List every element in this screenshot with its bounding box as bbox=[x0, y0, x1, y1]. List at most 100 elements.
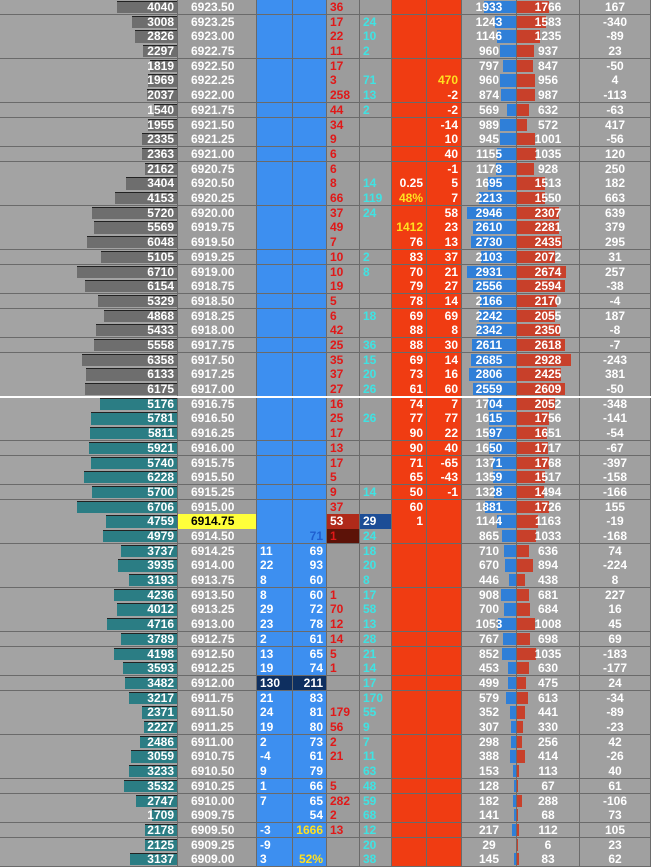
sell-trades-cell: 36 bbox=[327, 0, 360, 16]
sell-trades-value: 3 bbox=[330, 73, 337, 88]
ask-volume-bar bbox=[517, 485, 545, 499]
delta-cell: -26 bbox=[580, 749, 651, 765]
ask-size-cell: 14 bbox=[427, 293, 462, 310]
bid-volume-bar bbox=[498, 618, 516, 631]
price-value: 6915.00 bbox=[191, 499, 235, 514]
ask-size-cell: 58 bbox=[427, 205, 462, 221]
bid-depth-cell bbox=[293, 0, 327, 16]
ask-depth-cell bbox=[392, 793, 427, 809]
profile-bar bbox=[99, 397, 177, 410]
profile-bar bbox=[120, 632, 177, 646]
price-value: 6921.50 bbox=[191, 117, 235, 132]
price-cell: 6917.50 bbox=[178, 352, 257, 368]
ask-depth-value: 90 bbox=[409, 426, 423, 441]
volume-profile-cell: 4040 bbox=[0, 0, 178, 16]
delta-value: -183 bbox=[602, 646, 628, 661]
bid-depth-value: 73 bbox=[309, 734, 323, 749]
bid-volume-bar bbox=[476, 324, 516, 337]
delta-value: -158 bbox=[602, 470, 628, 485]
bid-depth-cell: 93 bbox=[293, 558, 327, 574]
bid-depth-value: 83 bbox=[309, 690, 323, 705]
ask-depth-cell: 1412 bbox=[392, 220, 427, 236]
bid-volume-cell: 1615 bbox=[462, 411, 517, 427]
ask-volume-bar bbox=[517, 368, 562, 381]
price-cell: 6909.00 bbox=[178, 852, 257, 867]
bid-volume-cell: 797 bbox=[462, 58, 517, 74]
ask-volume-cell: 113 bbox=[517, 764, 580, 780]
delta-value: -113 bbox=[603, 88, 627, 103]
sell-trades-value: 34 bbox=[330, 117, 344, 132]
bid-size-cell bbox=[257, 249, 293, 265]
price-cell: 6919.00 bbox=[178, 264, 257, 280]
delta-cell: 40 bbox=[580, 764, 651, 780]
ask-depth-cell: 71 bbox=[392, 455, 427, 471]
delta-value: -141 bbox=[602, 411, 628, 426]
bid-volume-cell: 446 bbox=[462, 573, 517, 589]
sell-trades-value: 13 bbox=[330, 440, 344, 455]
delta-cell: -141 bbox=[580, 411, 651, 427]
sell-trades-value: 10 bbox=[330, 264, 344, 279]
profile-bar bbox=[90, 412, 177, 425]
volume-profile-cell: 5433 bbox=[0, 323, 178, 339]
ask-depth-value: 50 bbox=[409, 484, 423, 499]
buy-trades-cell: 24 bbox=[360, 529, 392, 545]
price-value: 6922.25 bbox=[191, 73, 235, 88]
bid-size-value: -3 bbox=[260, 822, 271, 837]
volume-profile-value: 5558 bbox=[147, 337, 174, 352]
price-value: 6909.50 bbox=[191, 822, 235, 837]
ask-volume-cell: 698 bbox=[517, 631, 580, 648]
bid-volume-value: 989 bbox=[478, 117, 500, 132]
delta-value: -26 bbox=[606, 749, 624, 764]
buy-trades-value: 2 bbox=[363, 102, 370, 117]
profile-bar bbox=[100, 250, 177, 263]
profile-bar bbox=[91, 456, 177, 469]
bid-depth-cell: 66 bbox=[293, 778, 327, 795]
ask-volume-bar bbox=[517, 765, 520, 778]
ask-volume-value: 2072 bbox=[534, 249, 562, 264]
sell-trades-value: 179 bbox=[330, 705, 351, 720]
bid-depth-cell bbox=[293, 102, 327, 119]
buy-trades-value: 18 bbox=[363, 308, 377, 323]
bid-depth-cell bbox=[293, 249, 327, 265]
ask-volume-bar bbox=[517, 779, 519, 793]
bid-size-cell: 8 bbox=[257, 587, 293, 603]
sell-trades-value: 11 bbox=[330, 44, 343, 59]
sell-trades-value: 17 bbox=[330, 58, 344, 73]
bid-size-cell bbox=[257, 191, 293, 207]
bid-volume-value: 1371 bbox=[475, 455, 503, 470]
bid-depth-value: 74 bbox=[309, 661, 323, 676]
bid-depth-cell: 81 bbox=[293, 705, 327, 721]
ask-volume-value: 613 bbox=[537, 690, 559, 705]
volume-profile-cell: 3404 bbox=[0, 176, 178, 192]
delta-value: -56 bbox=[606, 132, 624, 147]
price-value: 6911.25 bbox=[191, 720, 234, 735]
ask-size-cell: 16 bbox=[427, 367, 462, 383]
bid-depth-cell bbox=[293, 499, 327, 515]
sell-trades-cell: 16 bbox=[327, 396, 360, 412]
bid-depth-cell bbox=[293, 264, 327, 280]
price-cell: 6915.25 bbox=[178, 484, 257, 501]
sell-trades-value: 37 bbox=[330, 499, 344, 514]
ask-volume-value: 698 bbox=[537, 631, 559, 646]
bid-volume-cell: 1704 bbox=[462, 396, 517, 412]
ask-volume-bar bbox=[517, 309, 555, 322]
ask-volume-bar bbox=[517, 618, 536, 631]
ask-volume-bar bbox=[517, 750, 525, 763]
volume-profile-value: 6175 bbox=[147, 382, 174, 397]
bid-volume-bar bbox=[493, 485, 516, 499]
bid-volume-value: 960 bbox=[478, 73, 500, 88]
delta-value: -106 bbox=[602, 793, 628, 808]
sell-trades-value: 53 bbox=[330, 514, 344, 529]
ask-volume-cell: 1651 bbox=[517, 426, 580, 442]
ask-volume-value: 847 bbox=[537, 58, 559, 73]
bid-size-cell bbox=[257, 440, 293, 457]
bid-size-value: 130 bbox=[260, 675, 281, 690]
ask-volume-value: 1756 bbox=[534, 411, 562, 426]
delta-cell: -8 bbox=[580, 323, 651, 339]
bid-size-cell bbox=[257, 14, 293, 30]
bid-depth-value: 61 bbox=[309, 631, 323, 646]
ask-volume-value: 2350 bbox=[534, 323, 562, 338]
price-cell: 6923.25 bbox=[178, 14, 257, 30]
ask-volume-cell: 632 bbox=[517, 102, 580, 119]
bid-size-cell bbox=[257, 220, 293, 236]
